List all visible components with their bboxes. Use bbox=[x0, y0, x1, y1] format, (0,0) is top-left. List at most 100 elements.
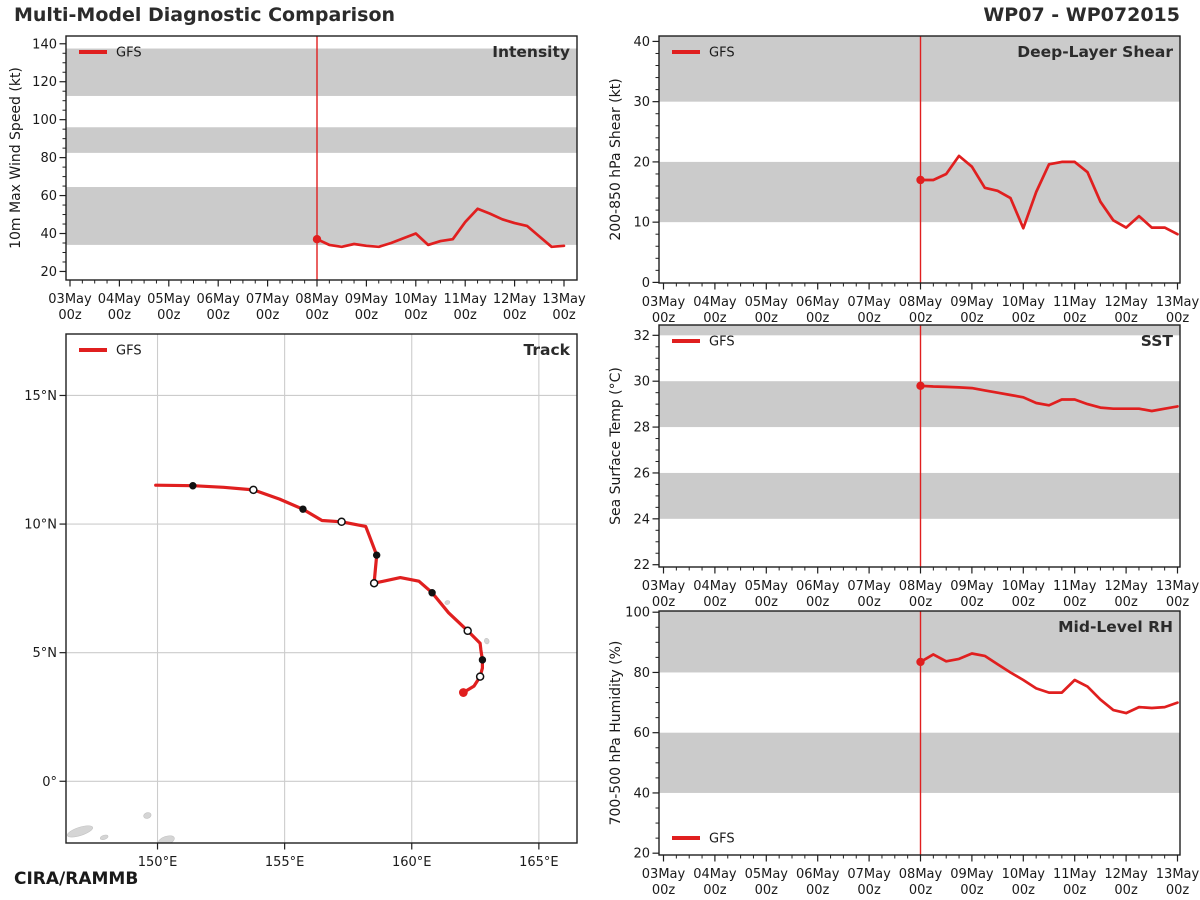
svg-text:12May: 12May bbox=[493, 292, 537, 307]
gfs-series-line bbox=[919, 154, 1179, 236]
panel-border bbox=[65, 333, 578, 844]
svg-text:00z: 00z bbox=[1012, 595, 1036, 610]
map-area bbox=[66, 334, 577, 843]
track-12h-marker bbox=[337, 517, 346, 527]
track-24h-marker bbox=[372, 551, 381, 559]
svg-text:07May: 07May bbox=[246, 292, 290, 307]
panel-border bbox=[658, 324, 1181, 568]
svg-text:08May: 08May bbox=[899, 867, 943, 882]
y-axis: 0 10 20 30 40 bbox=[633, 35, 659, 291]
svg-text:05May: 05May bbox=[147, 292, 191, 307]
svg-text:00z: 00z bbox=[1012, 883, 1036, 898]
svg-text:20: 20 bbox=[633, 847, 650, 862]
svg-text:00z: 00z bbox=[1063, 311, 1087, 326]
svg-text:00z: 00z bbox=[857, 883, 881, 898]
credit-label: CIRA/RAMMB bbox=[14, 869, 139, 889]
svg-text:160°E: 160°E bbox=[392, 855, 432, 870]
svg-text:07May: 07May bbox=[847, 295, 891, 310]
svg-text:20: 20 bbox=[40, 265, 57, 280]
x-axis: 03May00z04May00z05May00z06May00z07May00z… bbox=[48, 280, 586, 323]
svg-text:00z: 00z bbox=[703, 311, 727, 326]
threshold-bands bbox=[66, 48, 577, 245]
svg-text:00z: 00z bbox=[960, 883, 984, 898]
svg-text:100: 100 bbox=[32, 113, 57, 128]
svg-text:40: 40 bbox=[633, 786, 650, 801]
svg-text:80: 80 bbox=[633, 666, 650, 681]
svg-text:06May: 06May bbox=[196, 292, 240, 307]
figure-title: Multi-Model Diagnostic Comparison bbox=[14, 4, 396, 26]
panel-title: Track bbox=[524, 341, 571, 359]
legend-label: GFS bbox=[709, 46, 735, 61]
svg-text:12May: 12May bbox=[1104, 867, 1148, 882]
svg-text:00z: 00z bbox=[806, 595, 830, 610]
svg-text:00z: 00z bbox=[1012, 311, 1036, 326]
svg-text:120: 120 bbox=[32, 75, 57, 90]
series-start-dot bbox=[916, 381, 925, 390]
legend: GFS bbox=[79, 46, 142, 61]
svg-text:06May: 06May bbox=[796, 867, 840, 882]
svg-text:00z: 00z bbox=[806, 311, 830, 326]
svg-text:00z: 00z bbox=[404, 308, 428, 323]
svg-text:13May: 13May bbox=[1156, 295, 1200, 310]
svg-text:100: 100 bbox=[625, 606, 650, 621]
svg-text:09May: 09May bbox=[950, 579, 994, 594]
legend: GFS bbox=[672, 832, 735, 847]
svg-text:40: 40 bbox=[40, 227, 57, 242]
svg-text:03May: 03May bbox=[642, 579, 686, 594]
svg-text:04May: 04May bbox=[693, 295, 737, 310]
svg-text:05May: 05May bbox=[745, 295, 789, 310]
svg-text:00z: 00z bbox=[652, 883, 676, 898]
y-axis-label: Sea Surface Temp (°C) bbox=[608, 367, 624, 525]
panel-border bbox=[65, 35, 578, 281]
svg-text:20: 20 bbox=[633, 155, 650, 170]
panel-title: Intensity bbox=[492, 43, 570, 61]
svg-text:40: 40 bbox=[633, 35, 650, 50]
svg-text:80: 80 bbox=[40, 151, 57, 166]
legend: GFS bbox=[79, 344, 142, 359]
x-axis: 150°E 155°E 160°E 165°E bbox=[138, 843, 559, 870]
svg-text:03May: 03May bbox=[642, 867, 686, 882]
series-start-dot bbox=[312, 235, 322, 244]
x-axis: 03May00z04May00z05May00z06May00z07May00z… bbox=[642, 567, 1200, 610]
svg-text:08May: 08May bbox=[899, 295, 943, 310]
series-start-dot bbox=[916, 175, 925, 185]
svg-text:5°N: 5°N bbox=[33, 646, 58, 661]
svg-text:00z: 00z bbox=[703, 883, 727, 898]
svg-text:05May: 05May bbox=[745, 579, 789, 594]
svg-text:11May: 11May bbox=[1053, 867, 1097, 882]
svg-text:0°: 0° bbox=[42, 775, 57, 790]
svg-text:00z: 00z bbox=[1063, 595, 1087, 610]
track-12h-marker bbox=[249, 485, 258, 495]
panel-title: Mid-Level RH bbox=[1058, 618, 1173, 636]
land-polygons bbox=[66, 600, 490, 843]
svg-text:07May: 07May bbox=[847, 579, 891, 594]
svg-text:0: 0 bbox=[642, 276, 650, 291]
svg-text:13May: 13May bbox=[1156, 867, 1200, 882]
series-start-dot bbox=[916, 657, 925, 667]
svg-text:00z: 00z bbox=[454, 308, 478, 323]
rh-panel: 03May00z04May00z05May00z06May00z07May00z… bbox=[608, 606, 1200, 898]
svg-text:04May: 04May bbox=[98, 292, 142, 307]
svg-text:00z: 00z bbox=[256, 308, 280, 323]
svg-text:00z: 00z bbox=[1114, 311, 1138, 326]
svg-text:10May: 10May bbox=[1002, 579, 1046, 594]
svg-text:00z: 00z bbox=[355, 308, 379, 323]
track-24h-marker bbox=[299, 505, 307, 513]
svg-text:00z: 00z bbox=[652, 311, 676, 326]
track-markers bbox=[189, 482, 487, 697]
svg-text:08May: 08May bbox=[295, 292, 339, 307]
legend: GFS bbox=[672, 335, 735, 350]
svg-text:12May: 12May bbox=[1104, 295, 1148, 310]
y-axis-label: 700-500 hPa Humidity (%) bbox=[608, 641, 624, 826]
svg-text:11May: 11May bbox=[443, 292, 487, 307]
svg-text:28: 28 bbox=[633, 421, 650, 436]
legend-label: GFS bbox=[709, 335, 735, 350]
svg-text:00z: 00z bbox=[960, 595, 984, 610]
svg-text:00z: 00z bbox=[108, 308, 132, 323]
legend-label: GFS bbox=[116, 46, 142, 61]
legend: GFS bbox=[672, 46, 735, 61]
svg-text:00z: 00z bbox=[960, 311, 984, 326]
svg-text:00z: 00z bbox=[1166, 883, 1190, 898]
threshold-bands bbox=[659, 36, 1180, 223]
